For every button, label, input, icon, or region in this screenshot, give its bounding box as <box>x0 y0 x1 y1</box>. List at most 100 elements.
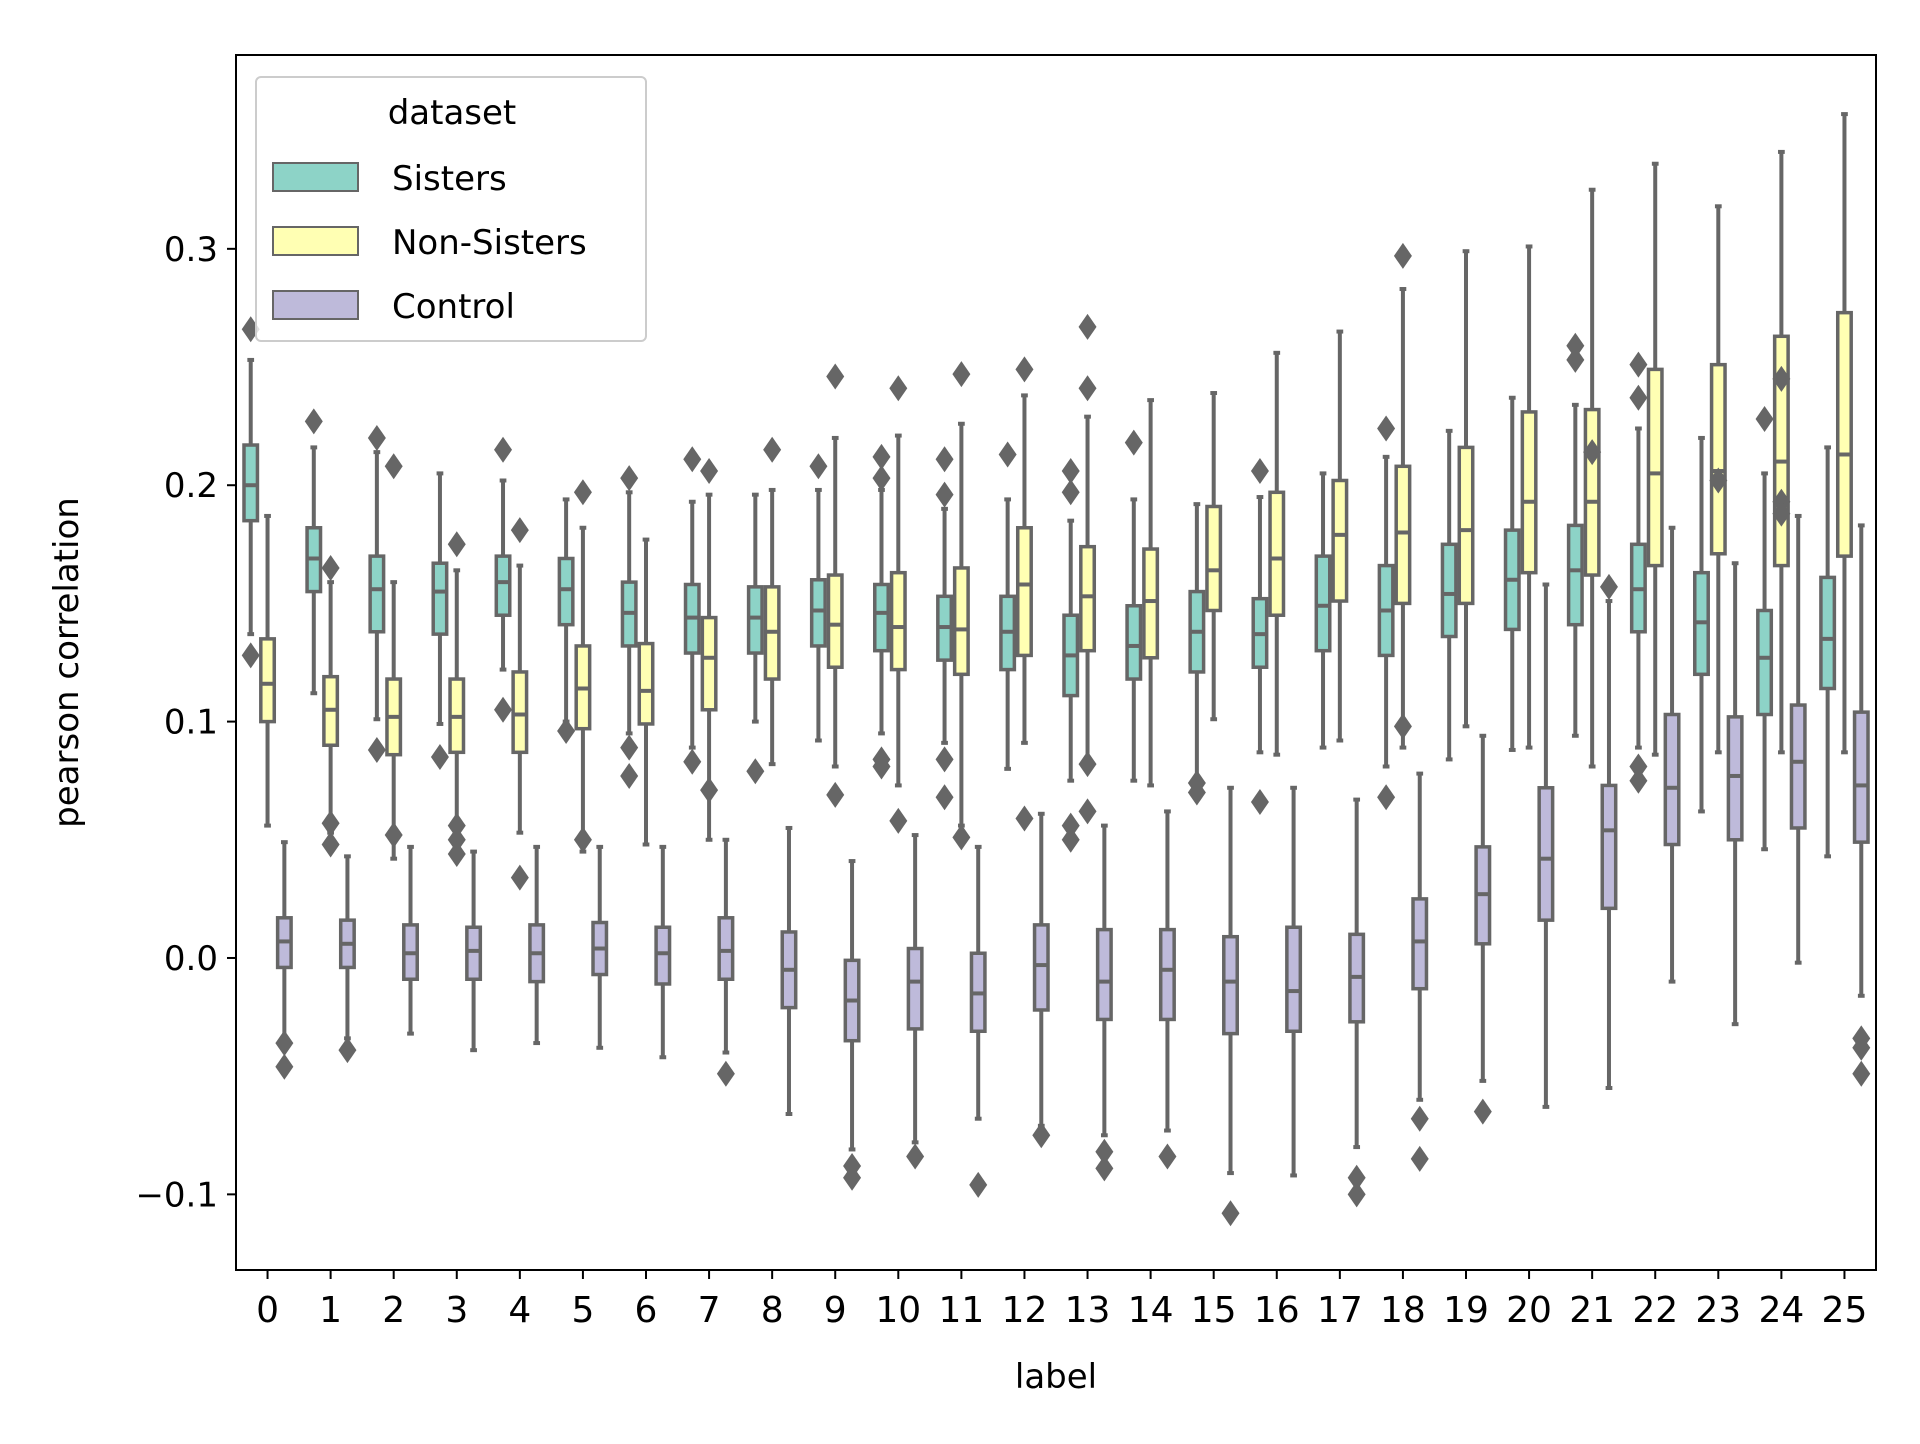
outlier-point <box>1078 798 1097 825</box>
box-group-control-18 <box>1410 771 1429 1172</box>
outlier-point <box>826 363 845 390</box>
box-group-control-16 <box>1285 785 1303 1178</box>
outlier-point <box>1250 788 1269 815</box>
box-group-sisters-19 <box>1440 428 1458 762</box>
outlier-point <box>889 807 908 834</box>
box-iqr <box>1331 478 1349 603</box>
box-group-sisters-22 <box>1629 351 1648 794</box>
outlier-point <box>241 642 260 669</box>
box-group-sisters-14 <box>1124 429 1143 783</box>
box-group-sisters-7 <box>683 446 702 775</box>
outlier-point <box>447 531 466 558</box>
outlier-point <box>1629 767 1648 794</box>
box-group-non-sisters-20 <box>1520 244 1538 750</box>
outlier-point <box>1377 415 1396 442</box>
outlier-point <box>935 746 954 773</box>
outlier-point <box>1629 384 1648 411</box>
box-group-non-sisters-19 <box>1457 249 1475 729</box>
outlier-point <box>1410 1105 1429 1132</box>
box-group-control-22 <box>1663 525 1681 984</box>
box-iqr <box>1726 715 1744 842</box>
box-group-control-4 <box>528 844 546 1046</box>
box-group-non-sisters-17 <box>1331 329 1349 743</box>
x-tick-label: 9 <box>824 1290 847 1331</box>
box-group-control-8 <box>780 825 798 1116</box>
box-group-sisters-10 <box>872 443 891 780</box>
outlier-point <box>304 408 323 435</box>
outlier-point <box>889 375 908 402</box>
box-group-sisters-23 <box>1693 435 1710 814</box>
box-iqr <box>1394 464 1412 606</box>
outlier-point <box>1078 375 1097 402</box>
box-iqr <box>494 554 512 617</box>
box-iqr <box>1756 608 1774 717</box>
x-tick-label: 15 <box>1191 1290 1237 1331</box>
box-group-control-12 <box>1032 811 1051 1149</box>
outlier-point <box>1709 467 1728 494</box>
x-tick-label: 25 <box>1822 1290 1868 1331</box>
box-group-non-sisters-24 <box>1772 149 1791 755</box>
box-group-control-5 <box>591 844 609 1050</box>
x-tick-label: 19 <box>1443 1290 1489 1331</box>
outlier-point <box>620 734 639 761</box>
box-group-sisters-3 <box>430 471 449 771</box>
outlier-point <box>1410 1145 1429 1172</box>
box-group-control-17 <box>1347 797 1366 1208</box>
outlier-point <box>1061 826 1080 853</box>
legend-label-sisters: Sisters <box>392 159 507 199</box>
outlier-point <box>952 824 971 851</box>
box-iqr <box>1566 523 1584 627</box>
y-tick-label: 0.2 <box>164 466 218 506</box>
box-group-control-0 <box>275 840 294 1080</box>
x-tick-label: 5 <box>571 1290 594 1331</box>
outlier-point <box>1852 1034 1871 1061</box>
box-iqr <box>1205 504 1223 613</box>
outlier-point <box>1095 1138 1114 1165</box>
box-group-control-19 <box>1473 733 1492 1125</box>
outlier-point <box>969 1171 988 1198</box>
x-tick-label: 11 <box>938 1290 984 1331</box>
box-iqr <box>1079 544 1097 653</box>
box-group-non-sisters-25 <box>1835 112 1853 755</box>
outlier-point <box>872 753 891 780</box>
box-group-non-sisters-15 <box>1205 391 1223 722</box>
box-group-non-sisters-10 <box>889 375 908 834</box>
outlier-point <box>906 1143 925 1170</box>
box-group-non-sisters-11 <box>952 361 971 851</box>
outlier-point <box>447 840 466 867</box>
x-tick-label: 7 <box>698 1290 721 1331</box>
box-group-sisters-2 <box>367 424 386 763</box>
legend-title: dataset <box>388 93 517 133</box>
box-iqr <box>465 925 483 982</box>
box-iqr <box>1663 712 1681 847</box>
outlier-point <box>1061 812 1080 839</box>
box-iqr <box>906 946 924 1031</box>
outlier-point <box>1124 429 1143 456</box>
outlier-point <box>1566 332 1585 359</box>
box-group-control-20 <box>1537 582 1555 1109</box>
outlier-point <box>447 812 466 839</box>
box-group-non-sisters-9 <box>826 363 845 808</box>
legend-label-non-sisters: Non-Sisters <box>392 223 587 263</box>
outlier-point <box>321 831 340 858</box>
box-group-non-sisters-3 <box>447 531 466 867</box>
outlier-point <box>1078 313 1097 340</box>
outlier-point <box>1158 1143 1177 1170</box>
x-axis-label: label <box>1015 1357 1097 1397</box>
box-group-non-sisters-2 <box>384 453 403 861</box>
plot-frame <box>235 54 1877 1271</box>
box-iqr <box>1583 407 1601 577</box>
box-iqr <box>1268 490 1286 617</box>
box-group-sisters-13 <box>1061 458 1080 853</box>
x-tick-label: 6 <box>635 1290 658 1331</box>
x-tick-label: 14 <box>1128 1290 1174 1331</box>
y-axis-label: pearson correlation <box>47 497 87 828</box>
box-iqr <box>889 570 907 672</box>
legend: dataset Sisters Non-Sisters Control <box>255 76 647 342</box>
legend-swatch-non-sisters <box>272 226 359 256</box>
outlier-point <box>935 784 954 811</box>
box-iqr <box>700 615 718 712</box>
outlier-point <box>809 453 828 480</box>
outlier-point <box>241 316 260 343</box>
box-group-control-6 <box>654 844 672 1060</box>
